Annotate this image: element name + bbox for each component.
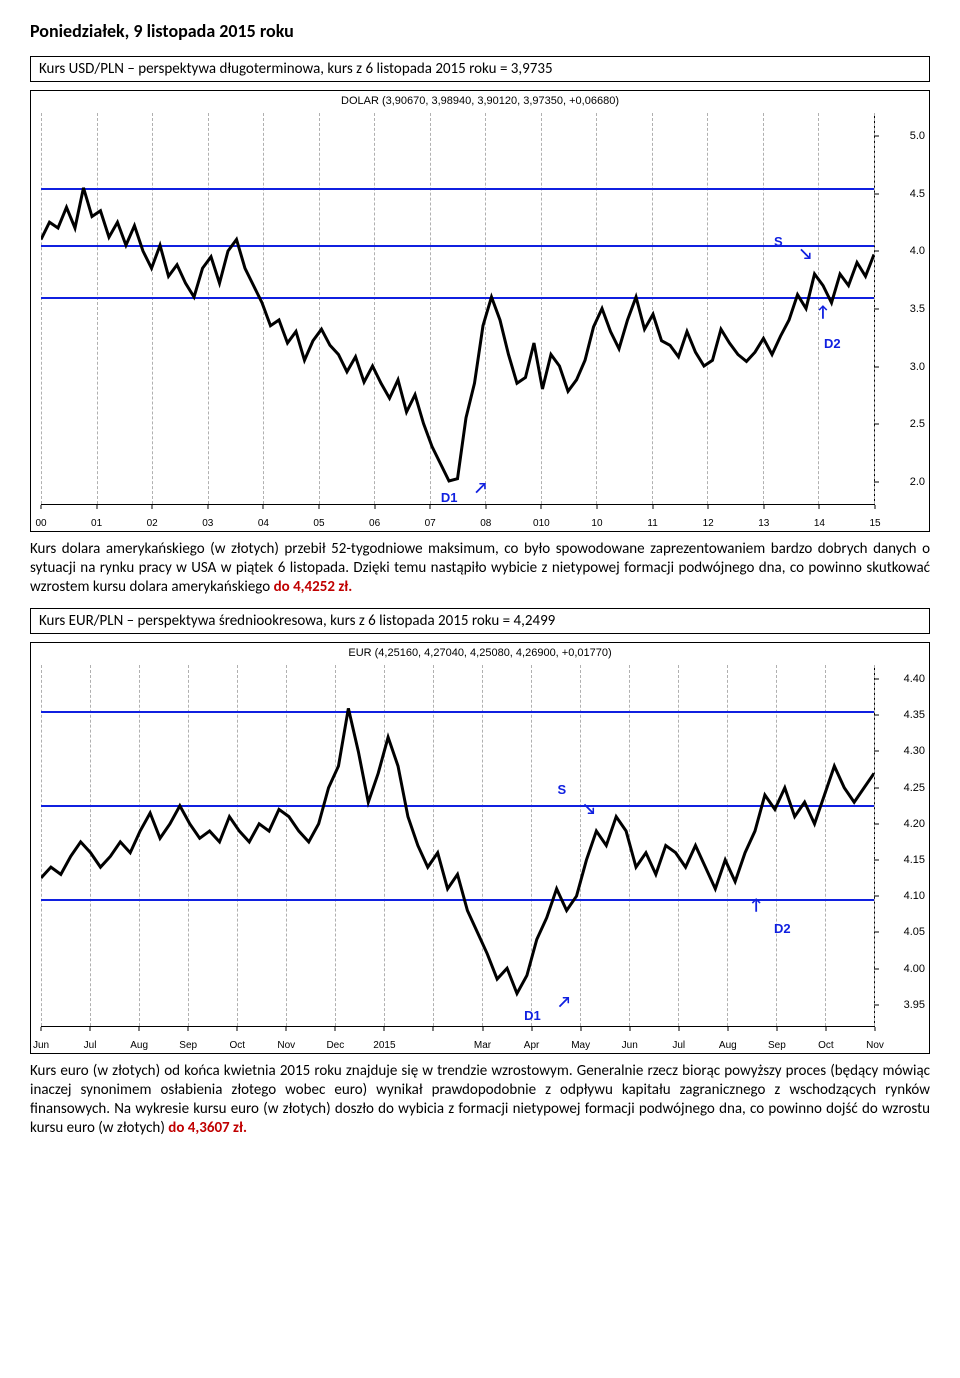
x-axis: JunJulAugSepOctNovDec2015MarAprMayJunJul… xyxy=(41,1029,875,1053)
x-tick-label: Nov xyxy=(277,1040,295,1051)
section1-text-bold: do 4,4252 zł. xyxy=(274,578,353,596)
x-tick-label: Sep xyxy=(179,1040,197,1051)
y-tick-label: 4.40 xyxy=(904,673,925,685)
y-tick-label: 3.5 xyxy=(910,303,925,315)
x-tick-label: 04 xyxy=(258,518,269,529)
x-tick-label: 010 xyxy=(533,518,550,529)
x-tick-label: Jul xyxy=(672,1040,685,1051)
section2-text-before: Kurs euro (w złotych) od końca kwietnia … xyxy=(30,1062,930,1138)
chart-usd-pln: DOLAR (3,90670, 3,98940, 3,90120, 3,9735… xyxy=(30,90,930,532)
price-series xyxy=(41,113,874,504)
annotation-label: S xyxy=(557,782,566,797)
annotation-label: D2 xyxy=(824,336,841,351)
x-tick-label: Mar xyxy=(474,1040,491,1051)
date-header: Poniedziałek, 9 listopada 2015 roku xyxy=(30,20,930,42)
section1-text: Kurs dolara amerykańskiego (w złotych) p… xyxy=(30,540,930,598)
x-tick-label: 13 xyxy=(758,518,769,529)
section2-title: Kurs EUR/PLN – perspektywa średniookreso… xyxy=(39,612,555,630)
x-tick-label: 15 xyxy=(869,518,880,529)
x-tick-label: 06 xyxy=(369,518,380,529)
annotation-arrow: ↘ xyxy=(799,245,812,264)
section2-text-bold: do 4,3607 zł. xyxy=(168,1119,247,1137)
x-tick-label: Apr xyxy=(524,1040,540,1051)
y-axis: 3.95 4.00 4.05 4.10 4.15 4.20 4.25 4.30 4.35 4.40 xyxy=(879,665,929,1027)
annotation-arrow: ↘ xyxy=(582,800,595,819)
y-tick-label: 4.25 xyxy=(904,782,925,794)
section2-title-box: Kurs EUR/PLN – perspektywa średniookreso… xyxy=(30,608,930,634)
y-axis: 2.0 2.5 3.0 3.5 4.0 4.5 5.0 xyxy=(879,113,929,505)
y-tick-label: 4.05 xyxy=(904,926,925,938)
section1-title-box: Kurs USD/PLN – perspektywa długoterminow… xyxy=(30,56,930,82)
chart-data-label: EUR (4,25160, 4,27040, 4,25080, 4,26900,… xyxy=(348,647,611,659)
x-tick-label: May xyxy=(571,1040,590,1051)
x-tick-label: 07 xyxy=(425,518,436,529)
y-tick-label: 5.0 xyxy=(910,130,925,142)
y-tick-label: 4.00 xyxy=(904,963,925,975)
x-tick-label: 14 xyxy=(814,518,825,529)
y-tick-label: 4.35 xyxy=(904,709,925,721)
chart-data-label: DOLAR (3,90670, 3,98940, 3,90120, 3,9735… xyxy=(341,95,619,107)
annotation-arrow: ↑ xyxy=(816,303,830,322)
y-tick-label: 3.0 xyxy=(910,361,925,373)
annotation-arrow: ↗ xyxy=(474,479,487,498)
annotation-label: S xyxy=(774,234,783,249)
x-tick-label: 2015 xyxy=(373,1040,395,1051)
annotation-label: D2 xyxy=(774,921,791,936)
section2-text: Kurs euro (w złotych) od końca kwietnia … xyxy=(30,1062,930,1139)
y-tick-label: 3.95 xyxy=(904,999,925,1011)
x-tick-label: 00 xyxy=(35,518,46,529)
x-tick-label: Nov xyxy=(866,1040,884,1051)
plot-area: S ↘ D2 ↑ D1 ↗ xyxy=(41,113,875,505)
x-tick-label: 03 xyxy=(202,518,213,529)
x-tick-label: Oct xyxy=(229,1040,245,1051)
annotation-label: D1 xyxy=(441,490,458,505)
y-tick-label: 2.0 xyxy=(910,476,925,488)
x-tick-label: Jun xyxy=(622,1040,638,1051)
y-tick-label: 4.30 xyxy=(904,745,925,757)
x-tick-label: 02 xyxy=(147,518,158,529)
x-tick-label: 12 xyxy=(703,518,714,529)
x-tick-label: Sep xyxy=(768,1040,786,1051)
section1-text-before: Kurs dolara amerykańskiego (w złotych) p… xyxy=(30,540,930,596)
x-tick-label: Jun xyxy=(33,1040,49,1051)
x-tick-label: Dec xyxy=(326,1040,344,1051)
price-series xyxy=(41,665,874,1026)
x-tick-label: 11 xyxy=(647,518,657,529)
annotation-label: D1 xyxy=(524,1008,541,1023)
y-tick-label: 4.20 xyxy=(904,818,925,830)
annotation-arrow: ↑ xyxy=(749,896,763,915)
y-tick-label: 4.0 xyxy=(910,245,925,257)
x-tick-label: Oct xyxy=(818,1040,834,1051)
x-axis: 000102030405060708010101112131415 xyxy=(41,507,875,531)
chart-eur-pln: EUR (4,25160, 4,27040, 4,25080, 4,26900,… xyxy=(30,642,930,1054)
x-tick-label: 08 xyxy=(480,518,491,529)
x-tick-label: 05 xyxy=(313,518,324,529)
x-tick-label: 10 xyxy=(591,518,602,529)
section1-title: Kurs USD/PLN – perspektywa długoterminow… xyxy=(39,60,553,78)
x-tick-label: Aug xyxy=(130,1040,148,1051)
y-tick-label: 2.5 xyxy=(910,418,925,430)
y-tick-label: 4.15 xyxy=(904,854,925,866)
plot-area: S ↘ D2 ↑ D1 ↗ xyxy=(41,665,875,1027)
y-tick-label: 4.10 xyxy=(904,890,925,902)
annotation-arrow: ↗ xyxy=(557,993,570,1012)
x-tick-label: 01 xyxy=(91,518,102,529)
x-tick-label: Jul xyxy=(84,1040,97,1051)
x-tick-label: Aug xyxy=(719,1040,737,1051)
y-tick-label: 4.5 xyxy=(910,188,925,200)
